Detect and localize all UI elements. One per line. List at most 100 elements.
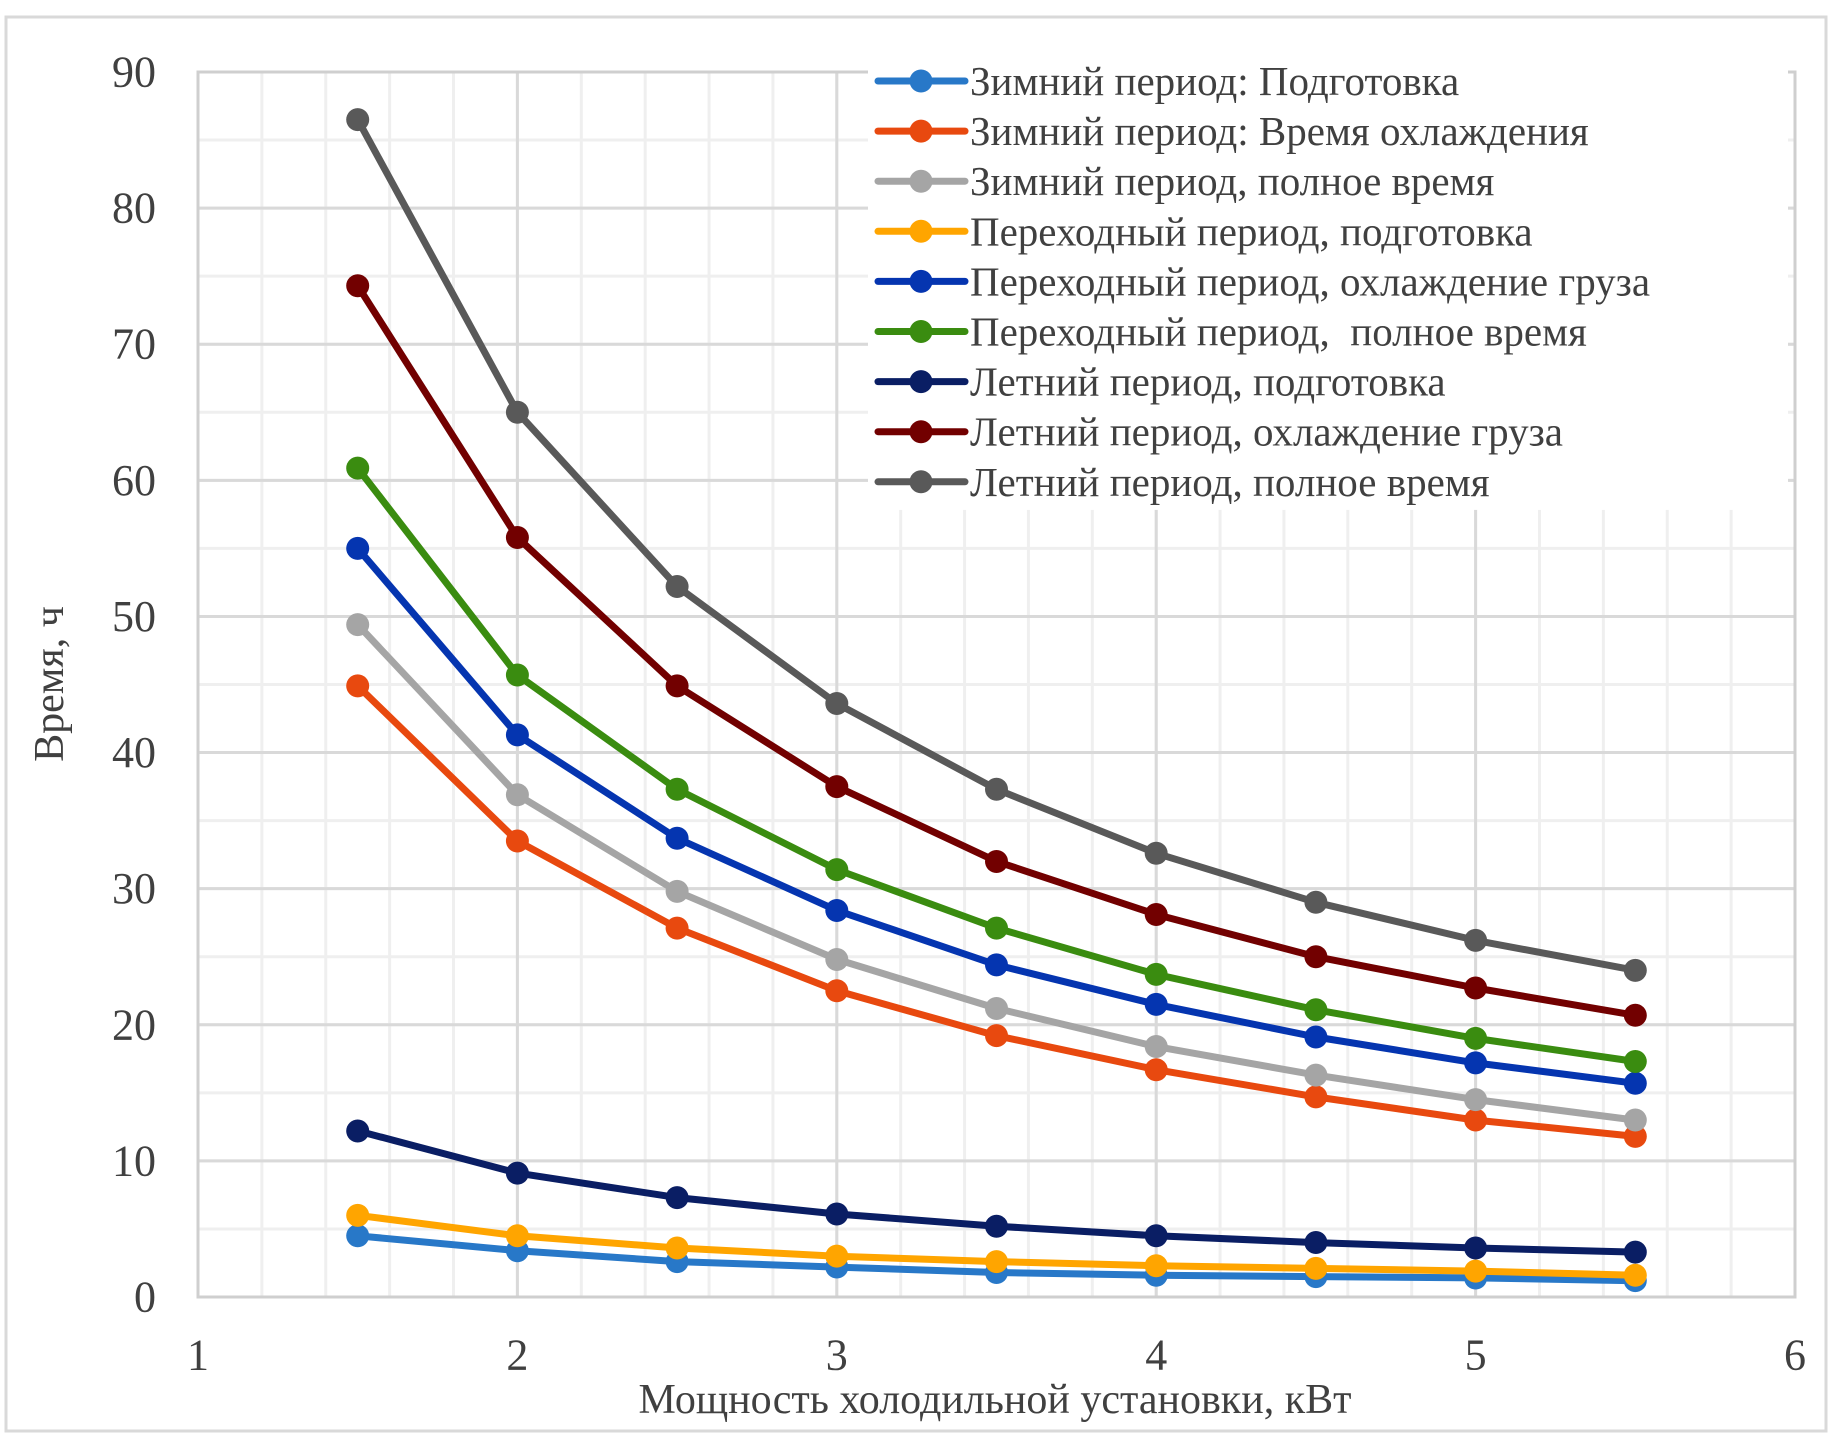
data-point [1464,1088,1488,1112]
series-8 [346,274,1647,1027]
legend-item: Зимний период: Подготовка [874,58,1459,104]
data-point [1623,1263,1647,1287]
legend-marker-icon [909,119,933,143]
legend-item: Переходный период, охлаждение груза [874,258,1650,304]
data-point [505,526,529,549]
y-axis-tick-labels: 0 10 20 30 40 50 60 70 80 90 [112,48,156,1322]
data-point [985,1250,1008,1274]
data-point [825,858,849,882]
series-4 [346,1203,1647,1287]
data-point [1464,1051,1488,1075]
y-tick-label: 70 [112,320,156,369]
data-point [505,783,529,807]
data-point [665,916,689,940]
legend-marker-icon [909,320,933,343]
data-point [1464,1026,1488,1050]
legend-label: Переходный период, охлаждение груза [970,258,1650,304]
y-tick-label: 30 [112,864,156,913]
x-tick-label: 5 [1465,1331,1487,1380]
data-point [825,947,849,971]
legend-marker-icon [909,269,933,293]
data-point [1623,1071,1647,1095]
legend-item: Переходный период, подготовка [874,208,1533,254]
data-point [346,1119,370,1143]
data-point [985,916,1008,940]
data-point [825,692,849,716]
data-point [665,674,689,698]
data-point [1144,1058,1168,1082]
data-point [985,1024,1008,1048]
data-point [985,953,1008,977]
data-point [1144,841,1168,865]
data-point [1304,945,1328,969]
y-tick-label: 40 [112,728,156,777]
legend-item: Переходный период, полное время [874,309,1587,355]
data-point [1464,1236,1488,1260]
data-point [1623,958,1647,982]
data-point [1144,962,1168,986]
data-point [1144,1224,1168,1248]
data-point [1304,1085,1328,1109]
data-point [505,829,529,853]
x-tick-label: 1 [187,1331,209,1380]
x-tick-label: 3 [826,1331,848,1380]
data-point [1623,1108,1647,1132]
legend-marker-icon [909,219,933,243]
data-point [665,1186,689,1210]
data-point [1464,1108,1488,1132]
data-point [985,996,1008,1020]
legend-item: Летний период, полное время [874,459,1490,505]
data-point [985,1214,1008,1238]
x-tick-label: 2 [506,1331,528,1380]
data-point [505,400,529,424]
data-point [825,1244,849,1268]
x-axis-tick-labels: 1 2 3 4 5 6 [187,1331,1806,1380]
y-tick-label: 20 [112,1000,156,1049]
y-axis-title: Время, ч [27,606,73,762]
data-point [505,1224,529,1248]
data-point [1304,1231,1328,1255]
data-point [346,456,370,480]
data-point [505,723,529,747]
data-point [505,663,529,687]
y-tick-label: 0 [134,1273,156,1322]
legend-item: Летний период, подготовка [874,359,1446,405]
y-tick-label: 80 [112,184,156,233]
legend-label: Переходный период, подготовка [970,208,1533,254]
data-point [346,274,370,298]
data-point [1464,1259,1488,1283]
legend-item: Летний период, охлаждение груза [874,409,1563,455]
data-point [1304,890,1328,914]
data-point [1304,1063,1328,1087]
y-tick-label: 50 [112,592,156,641]
data-point [1144,903,1168,927]
data-point [1304,998,1328,1022]
series-9 [346,108,1647,982]
data-point [665,879,689,903]
series-5 [346,536,1647,1095]
data-point [346,536,370,560]
data-point [985,849,1008,873]
legend-label: Летний период, охлаждение груза [970,409,1563,455]
data-point [825,775,849,799]
series-2 [346,674,1647,1148]
data-point [825,1202,849,1226]
data-point [346,108,370,132]
y-tick-label: 10 [112,1136,156,1185]
legend-label: Летний период, полное время [970,459,1490,505]
data-point [1623,1003,1647,1027]
legend-label: Переходный период, полное время [970,309,1587,355]
x-tick-label: 4 [1145,1331,1167,1380]
series-lines [346,108,1647,1293]
data-point [1144,1035,1168,1059]
data-point [346,674,370,698]
data-point [1304,1025,1328,1049]
data-point [505,1161,529,1185]
data-point [665,777,689,801]
data-point [346,1203,370,1227]
legend-marker-icon [909,69,933,93]
data-point [1623,1240,1647,1264]
legend-marker-icon [909,370,933,394]
